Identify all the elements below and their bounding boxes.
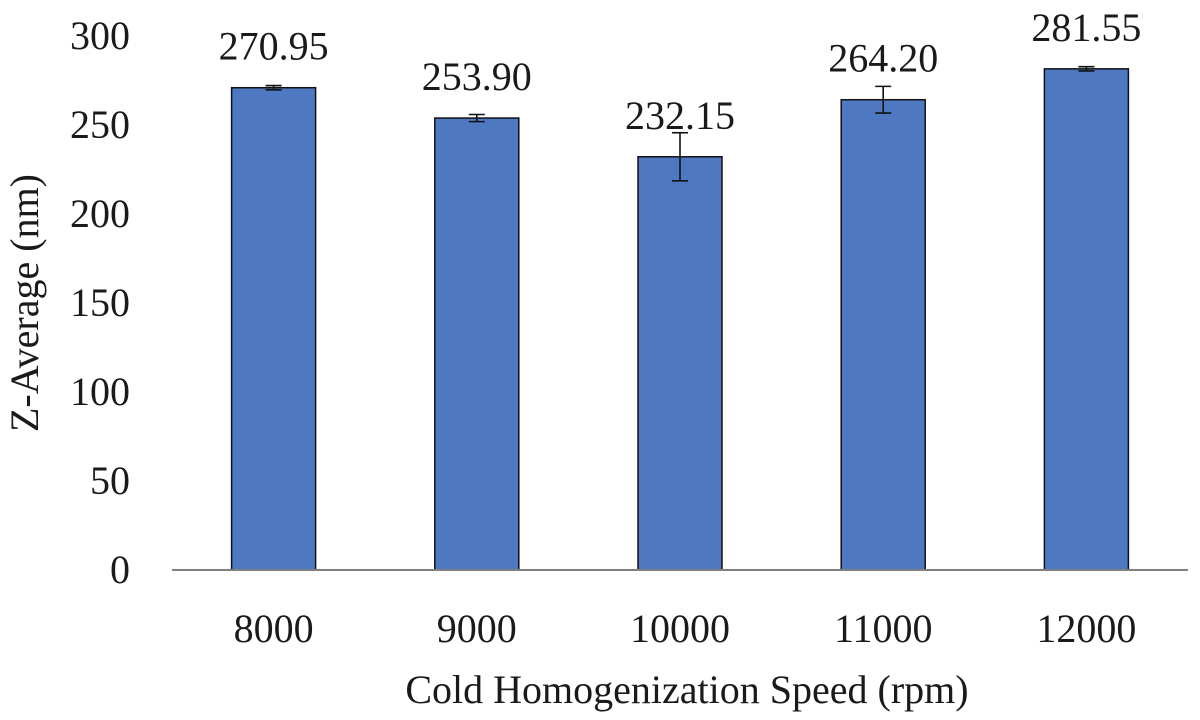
y-tick-label: 200 (70, 191, 130, 236)
error-bar-9000 (468, 113, 485, 123)
x-tick-label-12000: 12000 (1036, 606, 1136, 651)
error-bars-layer (265, 65, 1095, 182)
x-tick-label-8000: 8000 (234, 606, 314, 651)
bar-10000 (637, 156, 723, 571)
data-label-9000: 253.90 (422, 54, 532, 99)
y-axis-title: Z-Average (nm) (2, 174, 47, 432)
bar-11000 (840, 98, 926, 571)
y-tick-label: 50 (90, 458, 130, 503)
x-tick-label-11000: 11000 (834, 606, 933, 651)
error-bar-11000 (875, 85, 892, 114)
data-label-8000: 270.95 (219, 24, 329, 69)
bar-12000 (1043, 68, 1130, 571)
y-tick-label: 0 (110, 547, 130, 592)
error-bar-8000 (265, 84, 282, 91)
error-bar-12000 (1078, 65, 1095, 72)
x-axis-title: Cold Homogenization Speed (rpm) (405, 667, 968, 712)
x-tick-label-9000: 9000 (437, 606, 517, 651)
bar-8000 (230, 86, 317, 571)
x-tick-label-10000: 10000 (630, 606, 730, 651)
y-tick-label: 250 (70, 102, 130, 147)
y-tick-label: 150 (70, 280, 130, 325)
error-bar-10000 (672, 131, 688, 182)
y-tick-label: 300 (70, 13, 130, 58)
data-labels-layer: 270.95 253.90 232.15 264.20 281.55 (219, 5, 1142, 138)
data-label-11000: 264.20 (828, 36, 938, 81)
data-label-10000: 232.15 (625, 93, 735, 138)
data-label-12000: 281.55 (1031, 5, 1141, 50)
y-tick-label: 100 (70, 369, 130, 414)
axes-layer: 0 50 100 150 200 250 300 8000 9000 10000 11000 1200… (70, 13, 1188, 651)
bar-9000 (434, 117, 520, 571)
